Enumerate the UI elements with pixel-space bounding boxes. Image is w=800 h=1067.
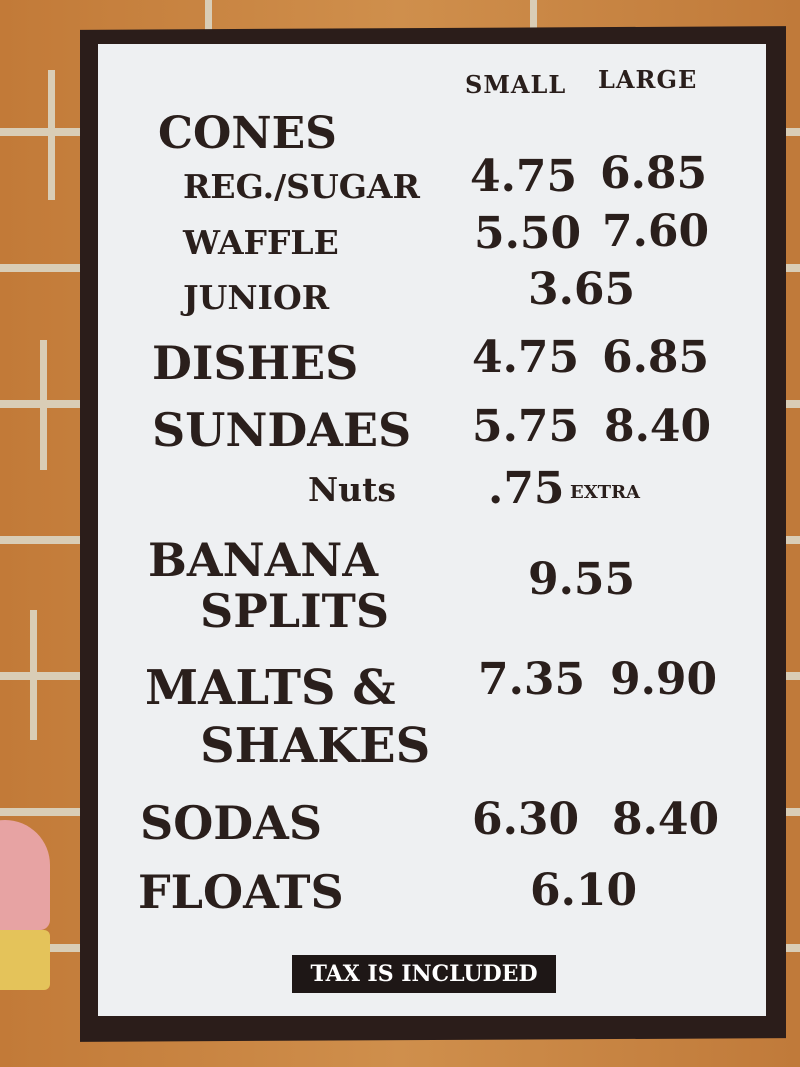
malts-small: 7.35 [478, 654, 586, 705]
junior-label: JUNIOR [183, 278, 330, 317]
reg-sugar-label: REG./SUGAR [183, 167, 420, 206]
mortar [48, 70, 55, 200]
sundaes-large: 8.40 [604, 401, 712, 452]
nuts-extra-note: EXTRA [570, 482, 641, 503]
header-large: LARGE [598, 65, 698, 94]
malts-label-2: SHAKES [200, 718, 431, 774]
waffle-label: WAFFLE [183, 223, 339, 262]
mortar [530, 0, 537, 30]
ice-cream-decoration [0, 820, 50, 930]
malts-label-1: MALTS & [145, 660, 396, 716]
sodas-large: 8.40 [612, 794, 720, 845]
cone-decoration [0, 930, 50, 990]
dishes-small: 4.75 [472, 332, 580, 383]
sodas-small: 6.30 [472, 794, 580, 845]
dishes-label: DISHES [152, 336, 359, 390]
sodas-label: SODAS [140, 796, 323, 850]
banana-label-2: SPLITS [200, 584, 390, 638]
mortar [30, 610, 37, 740]
mortar [40, 340, 47, 470]
dishes-large: 6.85 [602, 332, 710, 383]
sundaes-small: 5.75 [472, 401, 580, 452]
waffle-large: 7.60 [602, 206, 710, 257]
banana-splits-price: 9.55 [528, 554, 636, 605]
cones-label: CONES [158, 108, 337, 159]
junior-price: 3.65 [528, 264, 636, 315]
tax-included-banner: TAX IS INCLUDED [292, 955, 556, 993]
reg-sugar-large: 6.85 [600, 148, 708, 199]
nuts-label: Nuts [308, 470, 396, 509]
floats-price: 6.10 [530, 865, 638, 916]
malts-large: 9.90 [610, 654, 718, 705]
banana-label-1: BANANA [148, 533, 379, 587]
menu-sign-panel [98, 44, 766, 1016]
reg-sugar-small: 4.75 [470, 151, 578, 202]
sundaes-label: SUNDAES [152, 403, 412, 457]
floats-label: FLOATS [138, 865, 344, 919]
mortar [205, 0, 212, 30]
waffle-small: 5.50 [474, 208, 582, 259]
nuts-price: .75 [488, 463, 565, 514]
header-small: SMALL [465, 70, 567, 99]
